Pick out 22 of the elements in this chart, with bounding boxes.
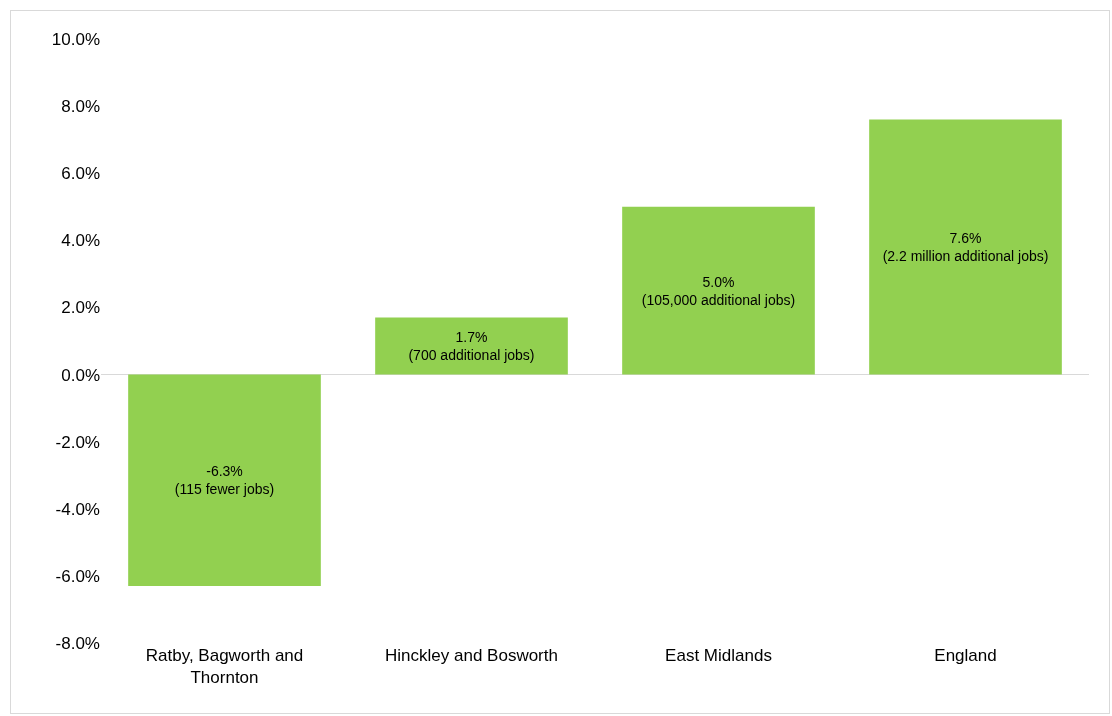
x-tick-label: England	[934, 646, 997, 665]
x-tick-label: Ratby, Bagworth and Thornton	[145, 646, 304, 688]
y-tick-label: 4.0%	[61, 231, 100, 251]
bar	[869, 119, 1062, 375]
y-tick-label: 10.0%	[51, 29, 100, 49]
y-tick-label: -4.0%	[55, 499, 100, 519]
y-tick-label: 8.0%	[61, 97, 100, 117]
bar	[375, 317, 568, 375]
y-tick-label: -8.0%	[55, 633, 100, 653]
bar	[128, 374, 321, 586]
y-tick-label: -6.0%	[55, 566, 100, 586]
y-tick-label: 2.0%	[61, 298, 100, 318]
x-tick-label: Hinckley and Bosworth	[385, 646, 558, 665]
x-tick-label: East Midlands	[665, 646, 772, 665]
data-label: 7.6% (2.2 million additional jobs)	[882, 229, 1049, 265]
y-tick-label: -2.0%	[55, 432, 100, 452]
data-label: 5.0% (105,000 additional jobs)	[641, 273, 796, 308]
data-label: -6.3% (115 fewer jobs)	[174, 463, 275, 498]
data-label: 1.7% (700 additional jobs)	[408, 328, 535, 364]
y-tick-label: 0.0%	[61, 365, 100, 385]
y-tick-label: 6.0%	[61, 164, 100, 184]
bar	[622, 206, 815, 375]
